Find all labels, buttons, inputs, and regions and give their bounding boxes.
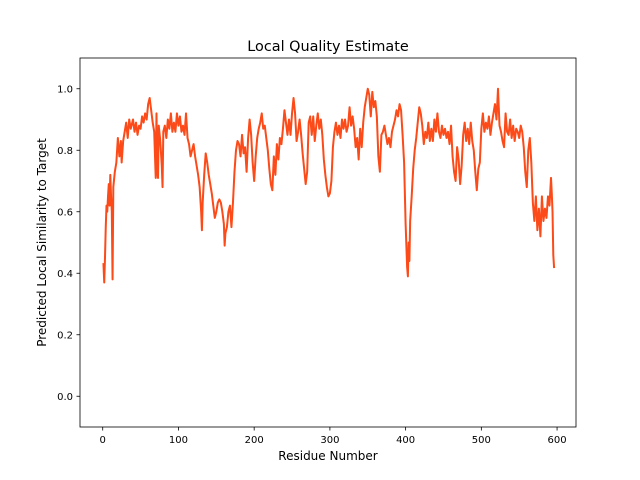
axis-ticks: 0 100 200 300 400 500 600 0.0 0.2 0.4 0.6 0.8 1.0 xyxy=(57,84,567,446)
chart-title: Local Quality Estimate xyxy=(247,39,409,55)
x-tick-label: 500 xyxy=(472,435,491,446)
y-tick-label: 0.4 xyxy=(57,269,73,280)
x-tick-label: 200 xyxy=(245,435,264,446)
axes-frame xyxy=(79,57,577,428)
y-tick-label: 0.0 xyxy=(57,392,73,403)
series-line-0 xyxy=(102,87,556,284)
y-axis-label: Predicted Local Similarity to Target xyxy=(35,138,49,347)
x-tick-label: 400 xyxy=(396,435,415,446)
x-axis-label: Residue Number xyxy=(278,449,377,463)
x-tick-label: 600 xyxy=(548,435,567,446)
x-tick-label: 0 xyxy=(100,435,106,446)
x-tick-label: 300 xyxy=(320,435,339,446)
y-tick-label: 0.2 xyxy=(57,330,73,341)
y-tick-label: 0.8 xyxy=(57,146,73,157)
x-tick-label: 100 xyxy=(169,435,188,446)
plot-area xyxy=(102,87,556,284)
y-tick-label: 0.6 xyxy=(57,207,73,218)
y-tick-label: 1.0 xyxy=(57,84,73,95)
